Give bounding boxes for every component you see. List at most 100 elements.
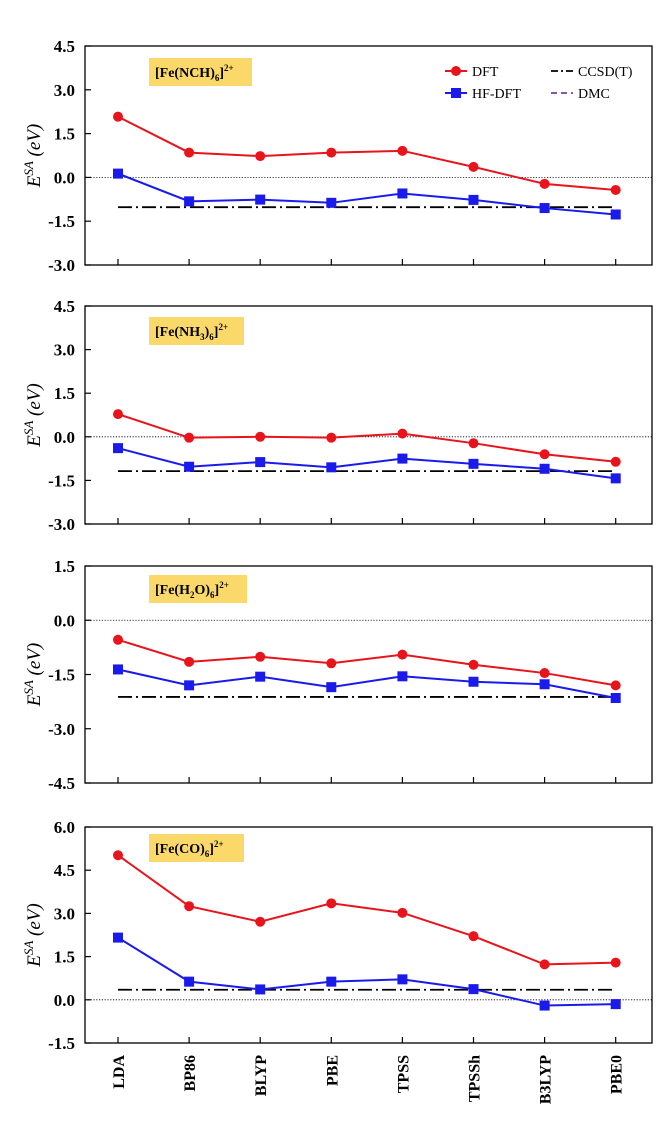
y-tick-label: 1.5 [54,948,75,967]
series-line-hf-dft [117,172,616,216]
data-point-hf-dft [326,682,337,693]
data-point-dft [468,659,479,670]
legend-marker-square [451,88,461,98]
data-point-hf-dft [326,976,337,987]
y-tick-label: 1.5 [54,125,75,144]
y-tick-label: 0.0 [54,611,75,630]
data-point-hf-dft [610,999,621,1010]
data-point-hf-dft [468,458,479,469]
data-point-dft [397,907,408,918]
data-point-hf-dft [255,457,266,468]
series-line-hf-dft [117,668,616,699]
y-tick-label: -3.0 [48,720,75,739]
data-point-dft [610,680,621,691]
y-tick-label: -4.5 [48,774,75,793]
data-point-dft [539,178,550,189]
y-tick-label: -3.0 [48,515,75,534]
data-point-dft [113,634,123,645]
x-category-label: PBE [324,1055,341,1086]
panel-title-box [149,58,252,86]
series-line-dft [117,854,616,966]
plot-frame [84,45,653,266]
series-line-hf-dft [117,936,616,1007]
data-point-dft [326,658,337,669]
x-category-label: TPSS [395,1055,412,1093]
panel-title-box [149,317,244,345]
y-tick-label: -1.5 [48,666,75,685]
y-tick-label: 4.5 [54,297,75,316]
series-line-dft [117,413,616,463]
x-category-label: TPSSh [467,1055,484,1102]
y-tick-label: -1.5 [48,212,75,231]
series-line-hf-dft [117,447,616,480]
y-tick-label: 0.0 [54,991,75,1010]
data-point-dft [539,959,550,970]
data-point-hf-dft [539,1000,550,1011]
legend-label: CCSD(T) [578,65,633,80]
data-point-hf-dft [539,679,550,690]
data-point-hf-dft [184,976,195,987]
panel-title: [Fe(NCH)6]2+ [155,63,234,83]
data-point-hf-dft [539,203,550,214]
data-point-dft [610,456,621,467]
x-category-label: BLYP [253,1055,270,1096]
data-point-dft [184,432,195,443]
data-point-dft [326,898,337,909]
data-point-hf-dft [255,194,266,205]
y-tick-label: -1.5 [48,1034,75,1053]
chart-panel-3: 1.5 0.0 -1.5 -3.0 -4.5 ESA (eV) [Fe(H2O)6]2+ [21,557,653,793]
data-point-dft [255,151,266,162]
data-point-hf-dft [610,473,621,484]
data-point-dft [397,428,408,439]
data-point-dft [113,409,123,420]
legend-label: DFT [472,65,499,80]
data-point-dft [468,931,479,942]
y-tick-label: 6.0 [54,818,75,837]
chart-panel-1: 4.5 3.0 1.5 0.0 -1.5 -3.0 ESA (eV) [Fe(NCH)6]2+ [21,37,653,275]
y-tick-label: -3.0 [48,256,75,275]
panel-title: [Fe(H2O)6]2+ [155,580,229,600]
data-point-dft [326,147,337,158]
data-point-hf-dft [113,168,123,179]
data-point-dft [255,651,266,662]
data-point-hf-dft [113,664,123,675]
y-tick-label: 3.0 [54,904,75,923]
data-point-dft [184,147,195,158]
y-tick-label: 0.0 [54,428,75,447]
data-point-hf-dft [326,462,337,473]
data-point-dft [255,916,266,927]
y-axis-label: ESA (eV) [21,124,45,189]
data-point-hf-dft [610,209,621,220]
panel-title: [Fe(CO)6]2+ [155,839,224,859]
panel-title-box [149,575,247,603]
data-point-hf-dft [113,932,123,943]
chart-panel-2: 4.5 3.0 1.5 0.0 -1.5 -3.0 ESA (eV) [Fe(NH3)6]2+ [21,297,653,534]
data-point-dft [326,432,337,443]
panel-title: [Fe(NH3)6]2+ [155,322,228,342]
data-point-hf-dft [397,671,408,682]
data-point-dft [539,668,550,679]
data-point-dft [113,850,123,861]
panel-title-box [149,834,244,862]
y-axis-label: ESA (eV) [21,643,45,708]
data-point-hf-dft [468,984,479,995]
x-category-label: PBE0 [609,1055,626,1094]
legend-label: HF-DFT [472,87,521,102]
y-tick-label: -1.5 [48,471,75,490]
data-point-dft [397,145,408,156]
data-point-dft [255,431,266,442]
data-point-dft [113,111,123,122]
data-point-hf-dft [255,984,266,995]
data-point-dft [468,161,479,172]
data-point-hf-dft [468,194,479,205]
data-point-hf-dft [468,676,479,687]
data-point-dft [539,449,550,460]
data-point-hf-dft [397,188,408,199]
legend: DFT CCSD(T) HF-DFT DMC [445,65,633,102]
y-tick-label: 4.5 [54,861,75,880]
chart-panel-4: 6.0 4.5 3.0 1.5 0.0 -1.5 ESA (eV) [Fe(CO)6]2+ [21,818,653,1053]
plot-frame [84,305,653,525]
data-point-hf-dft [610,693,621,704]
y-tick-label: 3.0 [54,341,75,360]
